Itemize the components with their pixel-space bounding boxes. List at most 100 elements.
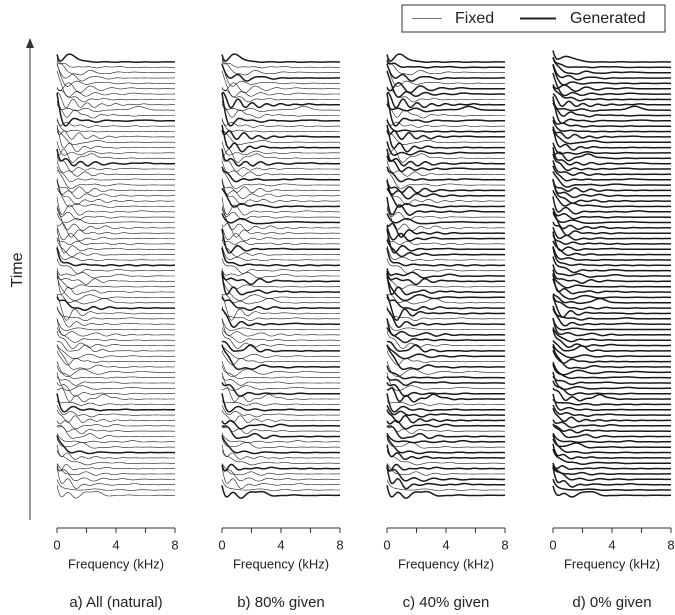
spectrum-curve — [552, 308, 671, 327]
spectrum-curve — [552, 226, 671, 241]
spectrum-curve — [386, 344, 505, 371]
spectrum-curve — [552, 189, 671, 208]
spectrum-curve — [221, 276, 340, 301]
spectrum-curve — [221, 226, 340, 242]
spectrum-curve — [552, 180, 671, 193]
spectrum-curve — [221, 467, 340, 482]
spectrum-curve — [221, 180, 340, 194]
spectrum-curve — [221, 92, 340, 127]
spectrum-curve — [552, 404, 671, 417]
spectrum-curve — [386, 155, 506, 173]
spectrum-curve — [552, 278, 671, 300]
spectrum-curve — [552, 120, 671, 133]
spectrum-curve — [552, 269, 671, 284]
spectrum-curve — [221, 60, 340, 69]
spectrum-curve — [552, 380, 671, 396]
panel: 0 4 8 Frequency (kHz) d) 0% given — [549, 50, 675, 611]
spectrum-curve — [56, 466, 175, 489]
spectrum-curve — [56, 425, 175, 439]
spectrum-curve — [552, 434, 671, 454]
spectrum-curve — [56, 274, 175, 290]
spectrum-curve — [386, 294, 505, 305]
spectrum-curve — [552, 72, 671, 97]
spectrum-curve — [386, 92, 505, 127]
spectrum-curve — [386, 205, 505, 232]
spectrum-curve — [552, 231, 671, 252]
spectrum-curve — [386, 372, 505, 391]
spectrum-curve — [221, 318, 340, 331]
time-arrow-head — [26, 38, 34, 48]
spectrum-curve — [552, 63, 671, 81]
spectrum-curve — [56, 119, 175, 133]
spectrum-curve — [386, 463, 505, 476]
spectrum-curve — [56, 237, 175, 245]
spectrum-curve — [552, 375, 671, 386]
spectrum-curve — [56, 141, 175, 156]
spectrum-curve — [552, 448, 671, 465]
spectrum-curve — [552, 240, 671, 257]
spectrum-curve — [56, 467, 175, 482]
spectrum-curve — [386, 444, 505, 461]
spectrum-curve — [552, 128, 671, 151]
spectrum-curve — [221, 294, 341, 321]
spectrum-curve — [56, 179, 175, 200]
spectrum-curve — [221, 438, 340, 449]
spectrum-curve — [221, 381, 340, 397]
spectrum-curve — [386, 376, 505, 387]
spectrum-curve — [552, 116, 671, 128]
spectrum-curve — [221, 268, 340, 279]
x-tick-label: 4 — [112, 537, 119, 552]
spectrum-curve — [552, 432, 671, 444]
spectrum-curve — [552, 86, 672, 102]
spectrum-curve — [386, 228, 505, 254]
spectrum-curve — [552, 485, 671, 498]
spectrum-curve — [221, 247, 340, 267]
spectrum-curve — [386, 467, 505, 482]
spectrum-curve — [386, 59, 505, 69]
spectrum-curve — [552, 151, 671, 162]
spectrum-curve — [56, 87, 176, 103]
spectrum-curve — [221, 296, 341, 311]
spectrum-curve — [221, 463, 341, 472]
spectrum-curve — [552, 478, 671, 492]
spectrum-curve — [386, 222, 505, 239]
spectrum-curve — [552, 293, 671, 305]
spectrum-curve — [552, 387, 672, 402]
spectrum-curve — [552, 196, 671, 215]
spectrum-curve — [56, 63, 176, 82]
spectrum-curve — [552, 274, 671, 289]
spectrum-curve — [221, 148, 340, 163]
spectrum-curve — [552, 398, 671, 406]
spectrum-curve — [56, 128, 176, 145]
spectrum-curve — [221, 58, 340, 76]
spectrum-curve — [552, 349, 671, 364]
spectrum-curve — [56, 205, 175, 232]
spectrum-curve — [56, 450, 175, 466]
spectrum-curve — [386, 124, 505, 153]
spectrum-curve — [221, 466, 340, 489]
spectrum-curve — [221, 178, 340, 206]
spectrum-curve — [221, 330, 340, 349]
spectrum-curve — [221, 365, 340, 379]
spectrum-curve — [221, 405, 340, 418]
spectrum-curve — [221, 409, 340, 424]
spectrum-curve — [386, 381, 505, 397]
spectrum-curve — [221, 400, 340, 406]
spectrum-curve — [56, 350, 175, 366]
spectrum-curve — [221, 258, 340, 275]
spectrum-curve — [386, 308, 505, 328]
spectrum-curve — [221, 419, 340, 430]
spectrum-curve — [386, 53, 505, 63]
spectrum-curve — [56, 400, 175, 406]
spectrum-curve — [56, 438, 175, 449]
spectrum-curve — [221, 340, 340, 353]
spectrum-curve — [552, 343, 671, 359]
spectrum-curve — [56, 327, 175, 343]
spectrum-curve — [552, 99, 671, 118]
spectrum-curve — [552, 147, 671, 166]
spectrum-curve — [386, 160, 505, 177]
spectrum-curve — [56, 365, 175, 379]
spectrum-curve — [552, 165, 671, 182]
spectrum-curve — [552, 438, 671, 449]
